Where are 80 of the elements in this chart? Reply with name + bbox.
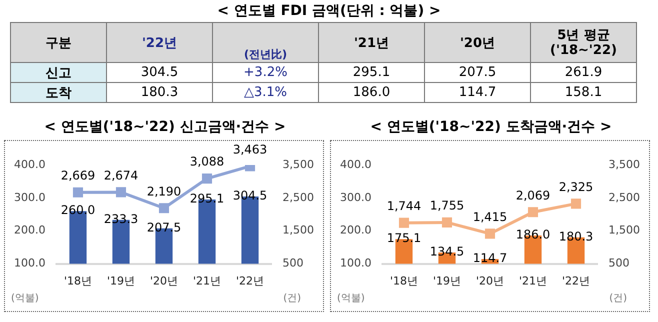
text: (전년比) — [212, 22, 318, 62]
x-tick-label: '21년 — [518, 274, 548, 288]
data-label: 3,088 — [190, 154, 224, 169]
y-tick-label: 200.0 — [14, 224, 46, 237]
chart-title: < 연도별('18~'22) 도착금액·건수 > — [369, 118, 613, 137]
y2-tick-label: 500 — [282, 256, 304, 270]
data-label: 134.5 — [430, 244, 464, 259]
y-tick-label: 200.0 — [340, 224, 372, 237]
x-tick-label: '22년 — [236, 274, 264, 288]
x-tick-label: '22년 — [562, 274, 590, 288]
y-tick-label: 300.0 — [340, 190, 372, 204]
text: 295.1 — [318, 62, 424, 82]
point — [398, 218, 410, 228]
text: 구분 — [10, 22, 106, 62]
text: 신고 — [10, 62, 106, 82]
y2-axis-title: (건) — [283, 292, 301, 305]
data-label: 114.7 — [472, 251, 508, 266]
text: < 연도별 FDI 금액(단위 : 억불) > — [216, 2, 442, 21]
y-tick-label: 400.0 — [340, 158, 372, 171]
text: 114.7 — [424, 82, 530, 102]
y2-tick-label: 1,500 — [282, 224, 314, 237]
data-label: 1,755 — [430, 198, 464, 213]
data-label: 295.1 — [190, 192, 224, 206]
text: '22년 — [106, 22, 212, 62]
y2-tick-label: 2,500 — [608, 190, 640, 204]
point — [72, 187, 84, 198]
text: 186.0 — [318, 82, 424, 102]
y2-tick-label: 3,500 — [608, 158, 640, 171]
text: 180.3 — [106, 82, 212, 102]
data-label: 2,069 — [516, 188, 550, 202]
point — [528, 207, 538, 218]
text: +3.2% — [212, 62, 318, 82]
data-label: 2,669 — [60, 168, 96, 182]
y2-axis-title: (건) — [609, 292, 627, 305]
x-tick-label: '18년 — [64, 274, 92, 288]
data-label: 233.3 — [104, 212, 138, 226]
point — [484, 228, 496, 239]
text: 도착 — [10, 82, 106, 102]
chart-title: < 연도별('18~'22) 신고금액·건수 > — [43, 118, 287, 137]
point — [202, 174, 212, 184]
point — [116, 187, 126, 198]
point — [570, 198, 582, 209]
text: '21년 — [318, 22, 424, 62]
x-tick-label: '19년 — [432, 274, 462, 288]
text: 261.9 — [530, 62, 636, 82]
x-tick-label: '19년 — [106, 274, 136, 288]
point — [158, 203, 170, 214]
text: 5년 평균 ('18~'22) — [530, 22, 636, 62]
data-label: 1,415 — [472, 210, 508, 224]
x-tick-label: '21년 — [192, 274, 222, 288]
point — [442, 217, 452, 228]
data-label: 2,325 — [558, 180, 594, 194]
y2-tick-label: 500 — [608, 256, 630, 270]
x-tick-label: '20년 — [476, 274, 504, 288]
text: △3.1% — [212, 82, 318, 102]
y-axis-title: (억불) — [337, 292, 365, 305]
data-label: 2,190 — [146, 184, 182, 198]
y2-tick-label: 2,500 — [282, 190, 314, 204]
data-label: 2,674 — [104, 168, 138, 182]
data-label: 207.5 — [146, 220, 182, 235]
data-label: 304.5 — [232, 188, 268, 203]
y-tick-label: 100.0 — [340, 256, 372, 270]
data-label: 1,744 — [386, 198, 422, 213]
y2-tick-label: 3,500 — [282, 158, 314, 171]
data-label: 3,463 — [232, 142, 268, 156]
y2-tick-label: 1,500 — [608, 224, 640, 237]
text: '20년 — [424, 22, 530, 62]
text: 304.5 — [106, 62, 212, 82]
text: 207.5 — [424, 62, 530, 82]
data-label: 186.0 — [516, 228, 550, 242]
data-label: 175.1 — [386, 231, 422, 246]
x-tick-label: '18년 — [390, 274, 418, 288]
y-axis-title: (억불) — [11, 292, 39, 305]
data-label: 260.0 — [60, 203, 96, 218]
y-tick-label: 100.0 — [14, 256, 46, 270]
x-tick-label: '20년 — [150, 274, 178, 288]
y-tick-label: 400.0 — [14, 158, 46, 171]
y-tick-label: 300.0 — [14, 190, 46, 204]
data-label: 180.3 — [558, 229, 594, 244]
text: 158.1 — [530, 82, 636, 102]
